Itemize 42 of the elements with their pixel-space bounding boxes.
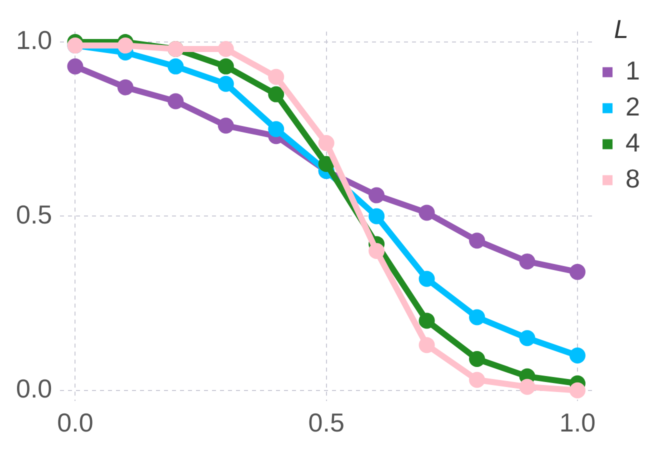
legend-title: L: [614, 14, 629, 44]
x-tick-label: 1.0: [559, 408, 596, 438]
y-tick-label: 1.0: [16, 25, 52, 56]
point: [218, 58, 234, 74]
point: [469, 351, 486, 368]
point: [268, 68, 284, 85]
point: [519, 253, 536, 270]
point: [368, 243, 385, 260]
x-tick-label: 0.5: [308, 408, 344, 438]
point: [218, 76, 234, 92]
point: [67, 58, 84, 74]
point: [569, 382, 586, 398]
point: [117, 79, 134, 96]
point: [469, 309, 486, 326]
point: [318, 135, 334, 152]
point: [519, 378, 536, 395]
point: [318, 156, 334, 172]
point: [418, 204, 435, 221]
point: [268, 121, 284, 138]
x-tick-label: 0.0: [57, 408, 94, 438]
point: [218, 41, 234, 58]
point: [268, 86, 284, 102]
point: [117, 38, 134, 54]
legend-label: 8: [626, 163, 640, 194]
point: [218, 118, 234, 134]
point: [368, 187, 385, 204]
point: [469, 372, 486, 388]
point: [168, 93, 184, 110]
point: [569, 348, 586, 364]
point: [368, 208, 385, 224]
point: [569, 264, 586, 280]
y-tick-label: 0.0: [16, 374, 52, 404]
legend-label: 1: [626, 55, 640, 86]
point: [168, 58, 184, 74]
point: [469, 232, 486, 249]
point: [519, 330, 536, 346]
point: [418, 312, 435, 329]
point: [418, 337, 435, 354]
legend-label: 2: [626, 91, 640, 122]
y-tick-label: 0.5: [16, 199, 52, 230]
legend-label: 4: [626, 127, 640, 158]
point: [418, 270, 435, 287]
